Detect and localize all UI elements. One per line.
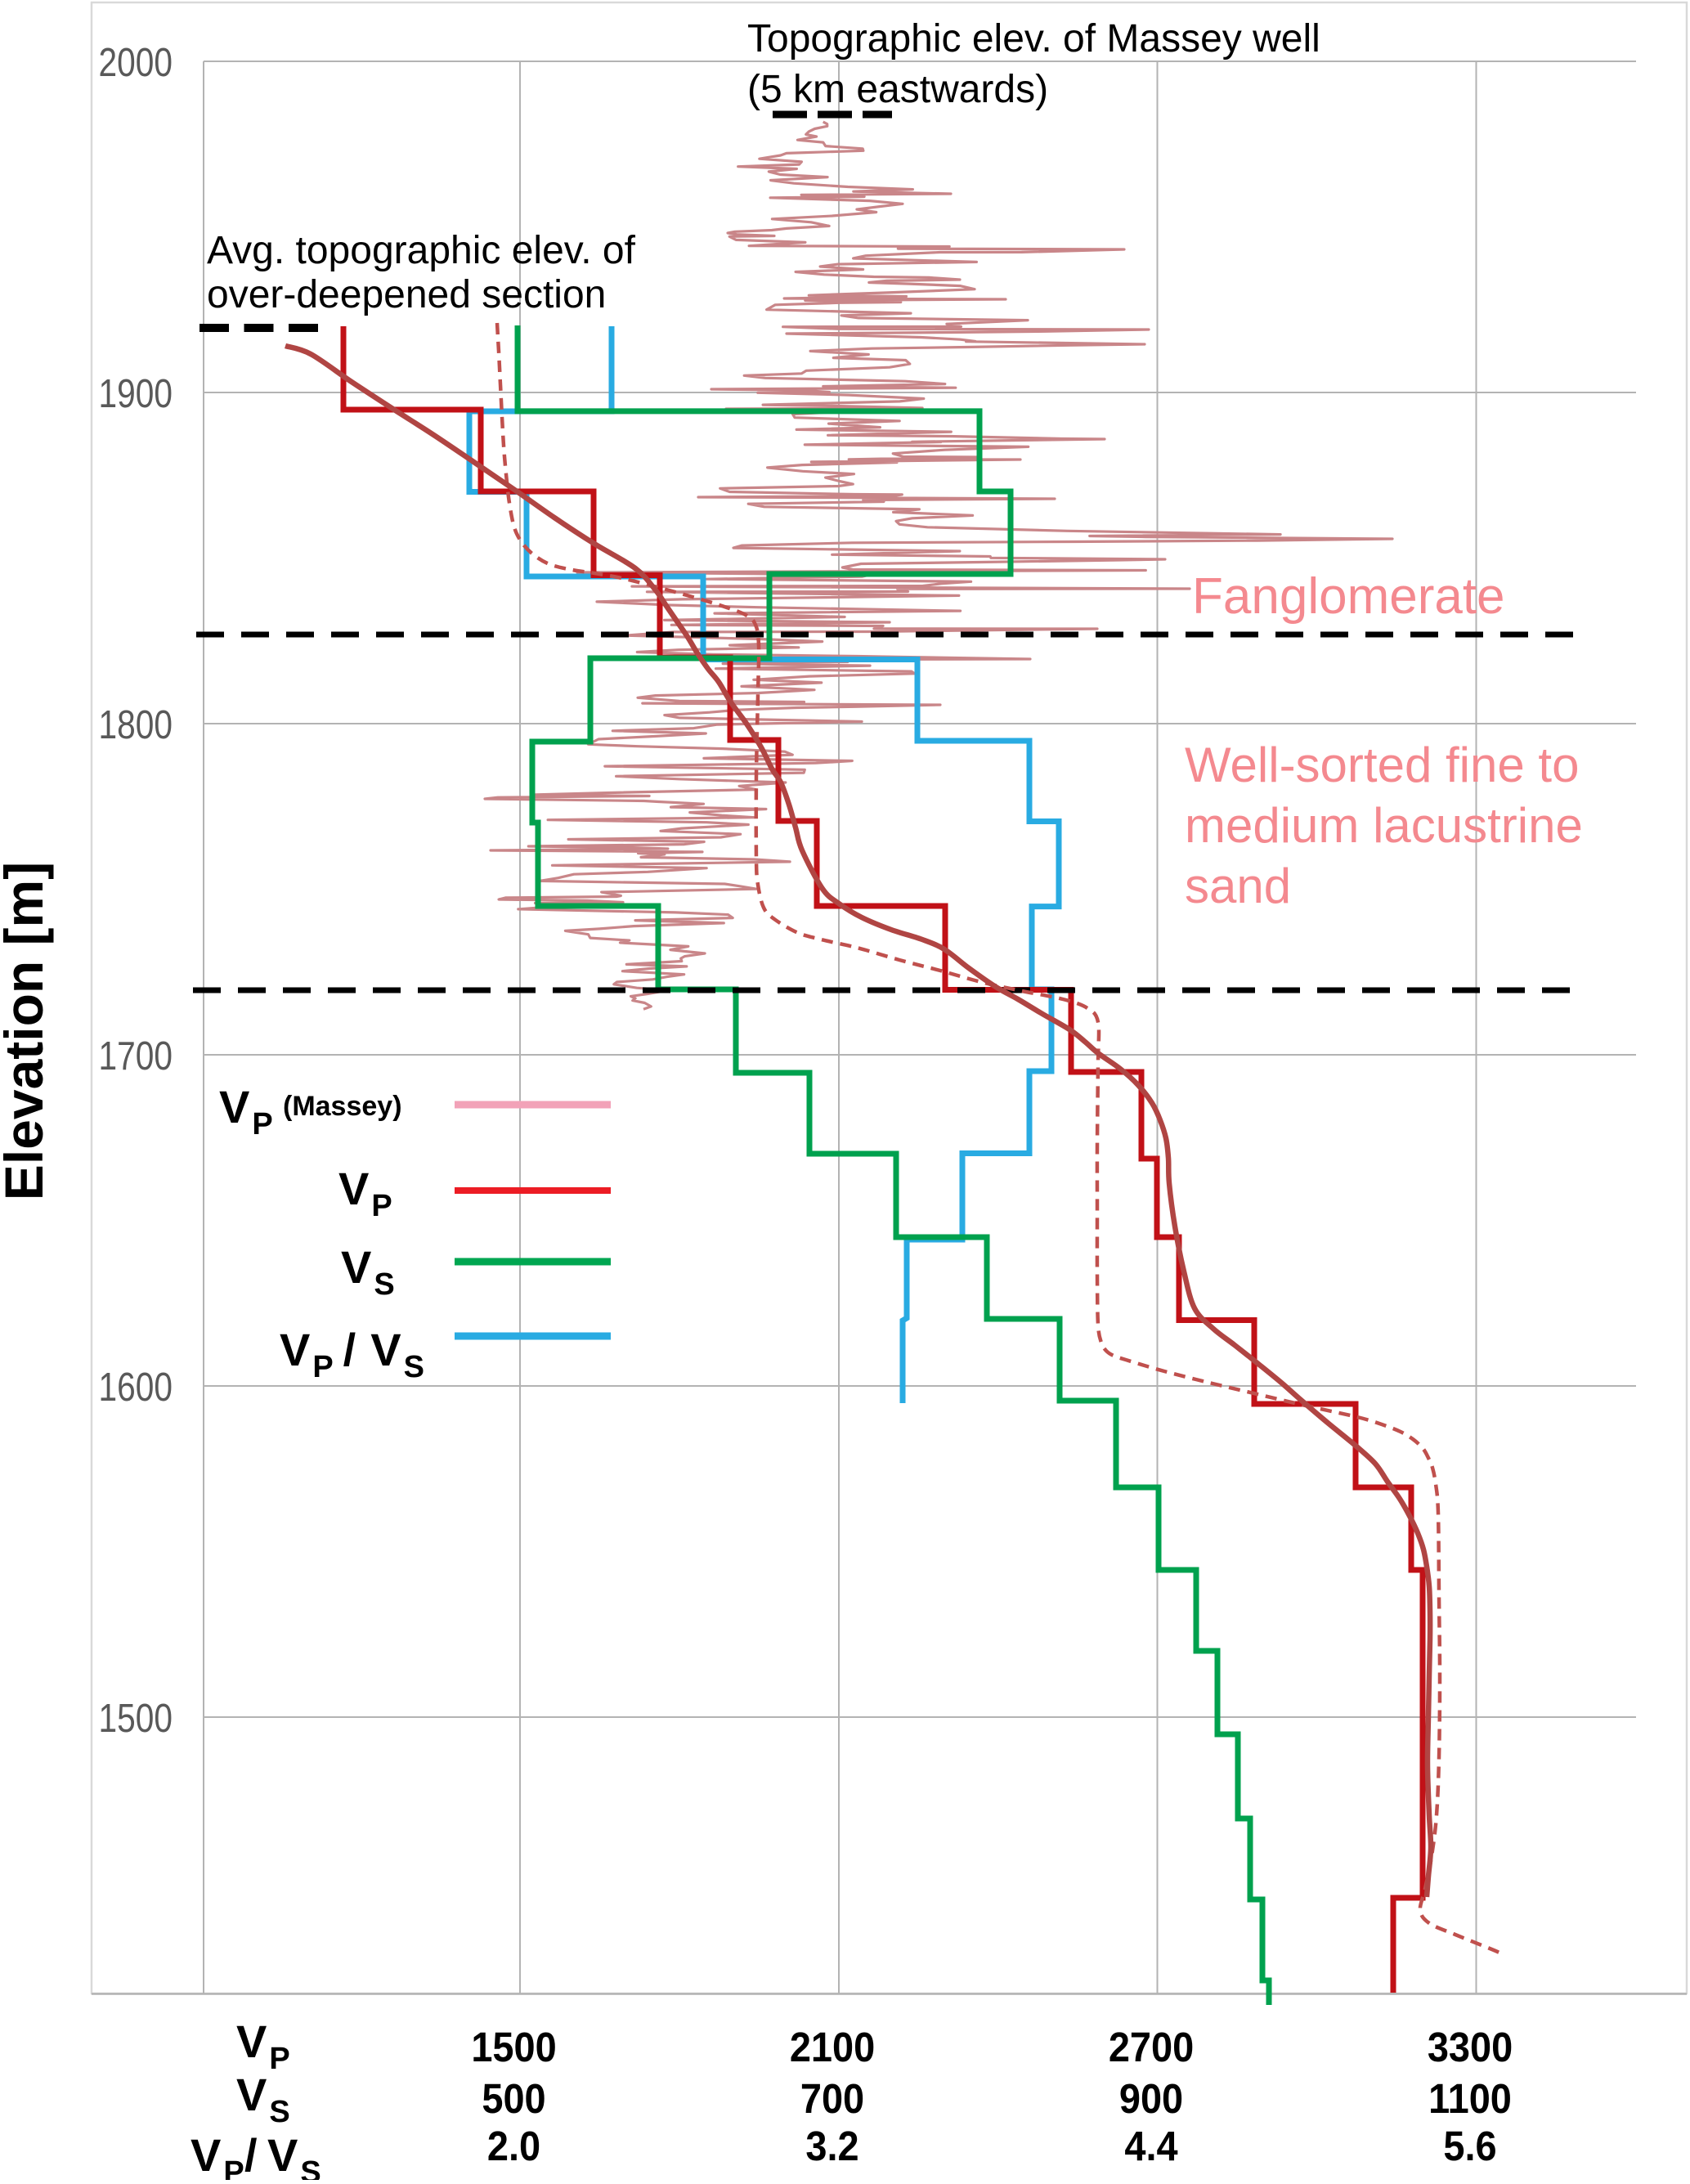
svg-text:P: P	[312, 1350, 333, 1384]
svg-text:S: S	[374, 1267, 394, 1302]
svg-text:V: V	[191, 2129, 221, 2180]
svg-text:/: /	[244, 2129, 258, 2180]
svg-text:700: 700	[800, 2076, 864, 2122]
svg-text:2000: 2000	[99, 39, 173, 84]
svg-text:Topographic elev. of Massey we: Topographic elev. of Massey well	[747, 17, 1320, 61]
svg-text:3.2: 3.2	[805, 2123, 858, 2169]
svg-text:S: S	[269, 2095, 289, 2129]
svg-text:V: V	[236, 2016, 267, 2067]
svg-text:P: P	[371, 1189, 392, 1223]
svg-text:S: S	[300, 2155, 321, 2180]
svg-text:sand: sand	[1185, 859, 1291, 913]
svg-text:P: P	[223, 2155, 244, 2180]
svg-text:900: 900	[1119, 2076, 1183, 2122]
svg-text:P: P	[269, 2042, 289, 2076]
svg-text:(Massey): (Massey)	[283, 1091, 402, 1122]
svg-text:1900: 1900	[99, 370, 173, 415]
svg-text:2100: 2100	[790, 2025, 875, 2070]
svg-text:(5 km eastwards): (5 km eastwards)	[747, 68, 1048, 111]
svg-text:V: V	[267, 2129, 298, 2180]
svg-text:V: V	[219, 1081, 249, 1132]
svg-text:Well-sorted fine to: Well-sorted fine to	[1185, 738, 1579, 792]
svg-text:over-deepened section: over-deepened section	[207, 273, 606, 316]
svg-text:1700: 1700	[99, 1033, 173, 1078]
svg-text:/: /	[343, 1324, 356, 1375]
svg-text:1100: 1100	[1428, 2076, 1512, 2122]
svg-text:V: V	[370, 1324, 401, 1375]
svg-text:Elevation [m]: Elevation [m]	[0, 862, 54, 1200]
svg-text:P: P	[252, 1107, 272, 1141]
svg-text:Fanglomerate: Fanglomerate	[1192, 568, 1505, 625]
svg-text:V: V	[236, 2069, 267, 2120]
svg-text:1800: 1800	[99, 702, 173, 747]
svg-text:V: V	[280, 1324, 310, 1375]
svg-text:1500: 1500	[471, 2025, 556, 2070]
svg-text:5.6: 5.6	[1443, 2123, 1496, 2169]
svg-text:V: V	[341, 1241, 371, 1293]
svg-text:4.4: 4.4	[1124, 2123, 1177, 2169]
svg-text:V: V	[338, 1163, 369, 1214]
svg-text:medium lacustrine: medium lacustrine	[1185, 798, 1583, 853]
svg-text:1500: 1500	[99, 1695, 173, 1740]
svg-text:3300: 3300	[1428, 2025, 1513, 2070]
svg-text:1600: 1600	[99, 1364, 173, 1409]
svg-text:Avg. topographic elev. of: Avg. topographic elev. of	[207, 229, 636, 272]
svg-text:2700: 2700	[1109, 2025, 1194, 2070]
svg-text:500: 500	[482, 2076, 545, 2122]
svg-text:2.0: 2.0	[487, 2123, 540, 2169]
svg-text:S: S	[404, 1350, 424, 1384]
